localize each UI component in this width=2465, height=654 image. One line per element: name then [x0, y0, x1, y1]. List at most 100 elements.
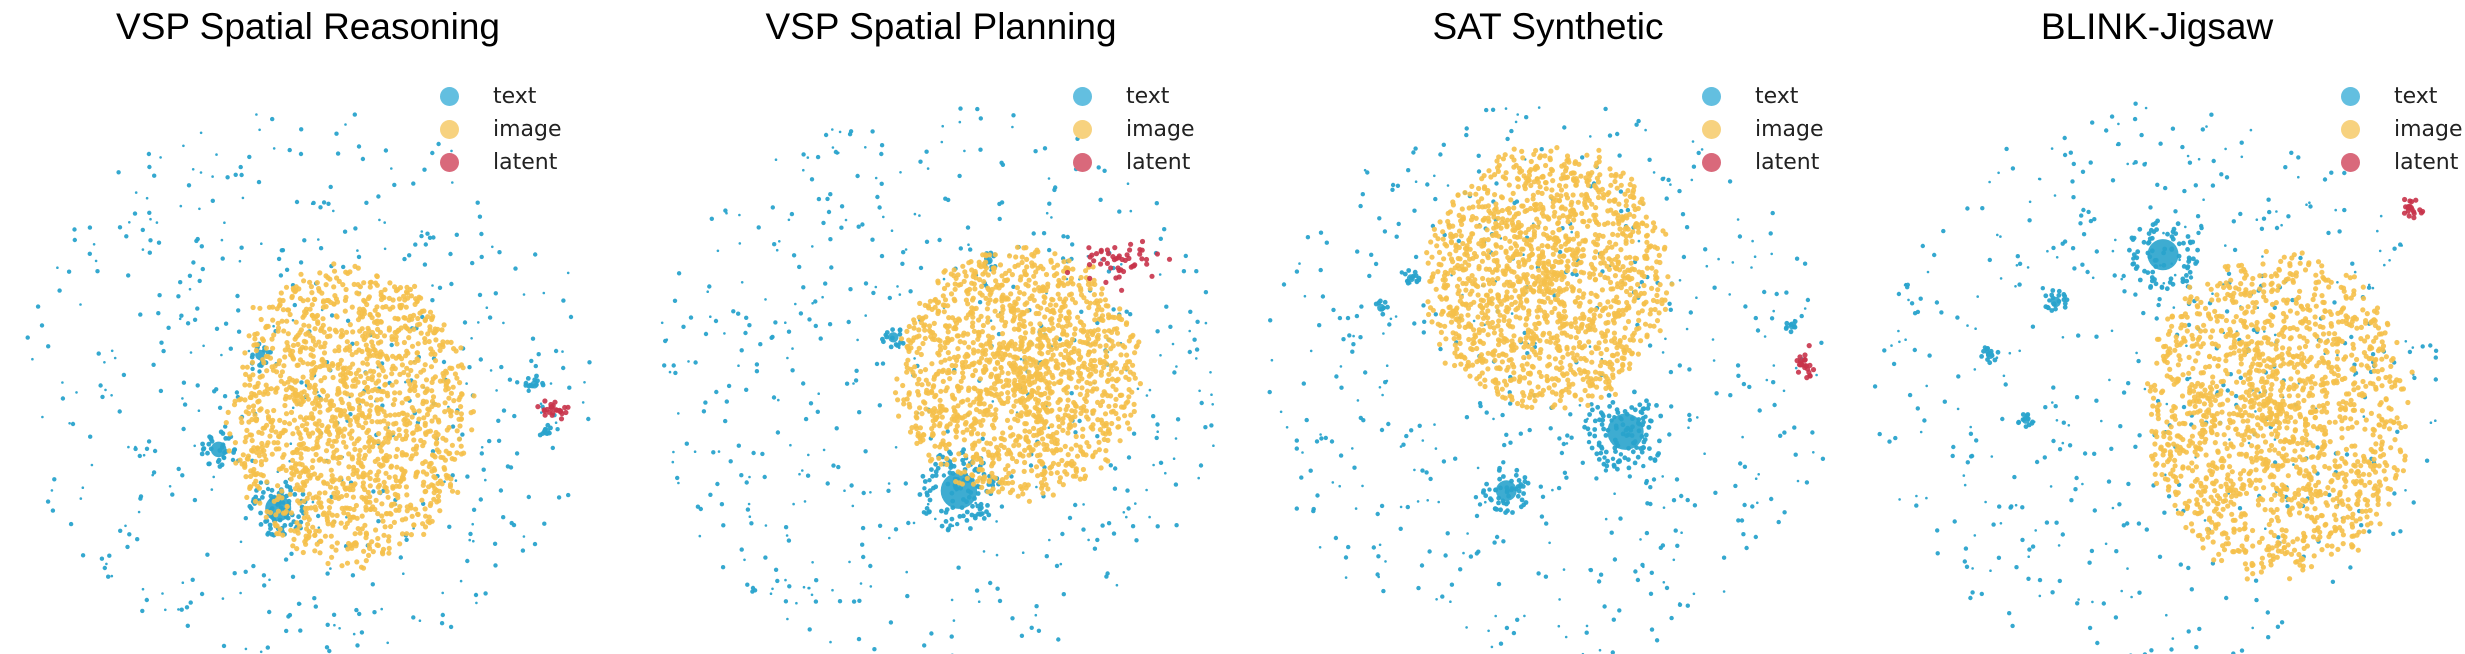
image-point [313, 451, 319, 458]
text-point [1175, 365, 1178, 368]
text-point [50, 489, 54, 492]
image-point [1079, 385, 1085, 391]
image-point [367, 483, 373, 489]
text-point [693, 450, 697, 454]
text-point [926, 167, 930, 170]
text-point [493, 563, 498, 568]
image-point [943, 446, 949, 452]
image-point [297, 295, 303, 302]
image-point [1084, 379, 1090, 386]
image-point [307, 279, 313, 285]
image-point [290, 450, 296, 456]
text-point [1377, 575, 1380, 579]
image-point [1012, 377, 1018, 383]
image-point [1055, 399, 1061, 405]
text-point [1360, 192, 1365, 197]
image-point [341, 366, 347, 372]
image-point [992, 308, 998, 314]
text-point [507, 377, 513, 382]
image-point [951, 273, 957, 279]
image-point [364, 385, 370, 391]
image-point [1037, 321, 1043, 327]
image-point [362, 444, 368, 450]
text-point [540, 380, 545, 386]
image-point [1049, 423, 1055, 429]
image-point [944, 423, 950, 429]
image-point [316, 428, 322, 434]
image-point [420, 443, 426, 449]
text-point [356, 144, 362, 149]
image-point [394, 464, 400, 470]
image-point [387, 280, 393, 286]
image-point [428, 500, 434, 507]
text-point [974, 588, 980, 593]
image-point [341, 439, 347, 445]
image-point [1004, 451, 1010, 457]
image-point [1096, 447, 1102, 453]
image-point [975, 431, 981, 437]
image-point [392, 412, 398, 418]
image-point [954, 333, 960, 339]
text-point [995, 586, 1000, 591]
image-point [359, 526, 365, 532]
text-point [1054, 563, 1060, 569]
image-point [313, 528, 319, 534]
text-point [357, 611, 362, 617]
text-point [286, 614, 291, 619]
text-point [968, 526, 973, 531]
text-point [887, 482, 891, 485]
text-point [448, 624, 454, 630]
image-point [310, 400, 316, 406]
image-point [294, 425, 300, 431]
image-point [1056, 479, 1063, 485]
text-point [1358, 203, 1363, 209]
image-point [1060, 482, 1066, 488]
text-point [1750, 504, 1755, 509]
image-point [242, 350, 248, 356]
text-point [140, 608, 145, 614]
image-point [1006, 268, 1012, 274]
image-point [240, 452, 246, 458]
image-point [278, 373, 284, 379]
text-point [325, 622, 330, 627]
image-point [982, 269, 988, 275]
image-point [429, 518, 435, 524]
image-point [900, 382, 906, 389]
image-point [1037, 327, 1043, 333]
text-point [283, 557, 289, 562]
text-point [185, 623, 190, 628]
image-point [1029, 252, 1035, 258]
image-point [976, 332, 982, 338]
text-point [771, 587, 774, 591]
image-point [1010, 432, 1016, 438]
image-point [420, 469, 426, 475]
text-cluster-core [888, 332, 899, 343]
latent-point [1104, 260, 1110, 266]
image-point [966, 260, 972, 266]
text-point [1445, 531, 1450, 536]
image-point [971, 426, 977, 432]
text-point [437, 285, 443, 290]
image-point [1136, 339, 1142, 345]
image-point [265, 391, 271, 397]
text-point [184, 605, 190, 610]
image-point [356, 422, 362, 428]
image-point [290, 392, 296, 398]
image-point [1097, 343, 1103, 349]
text-point [758, 342, 763, 347]
image-point [369, 374, 375, 380]
image-point [1101, 364, 1107, 370]
text-point [1382, 229, 1388, 234]
text-point [1070, 242, 1075, 247]
text-point [1011, 113, 1016, 118]
text-point [1687, 426, 1690, 430]
image-point [433, 337, 439, 343]
text-point [35, 304, 41, 309]
text-point [785, 534, 789, 537]
latent-point [1116, 274, 1122, 280]
image-point [1109, 376, 1115, 382]
text-point [1649, 570, 1654, 575]
text-point [1378, 386, 1382, 389]
text-point [805, 473, 811, 478]
image-point [947, 376, 953, 382]
